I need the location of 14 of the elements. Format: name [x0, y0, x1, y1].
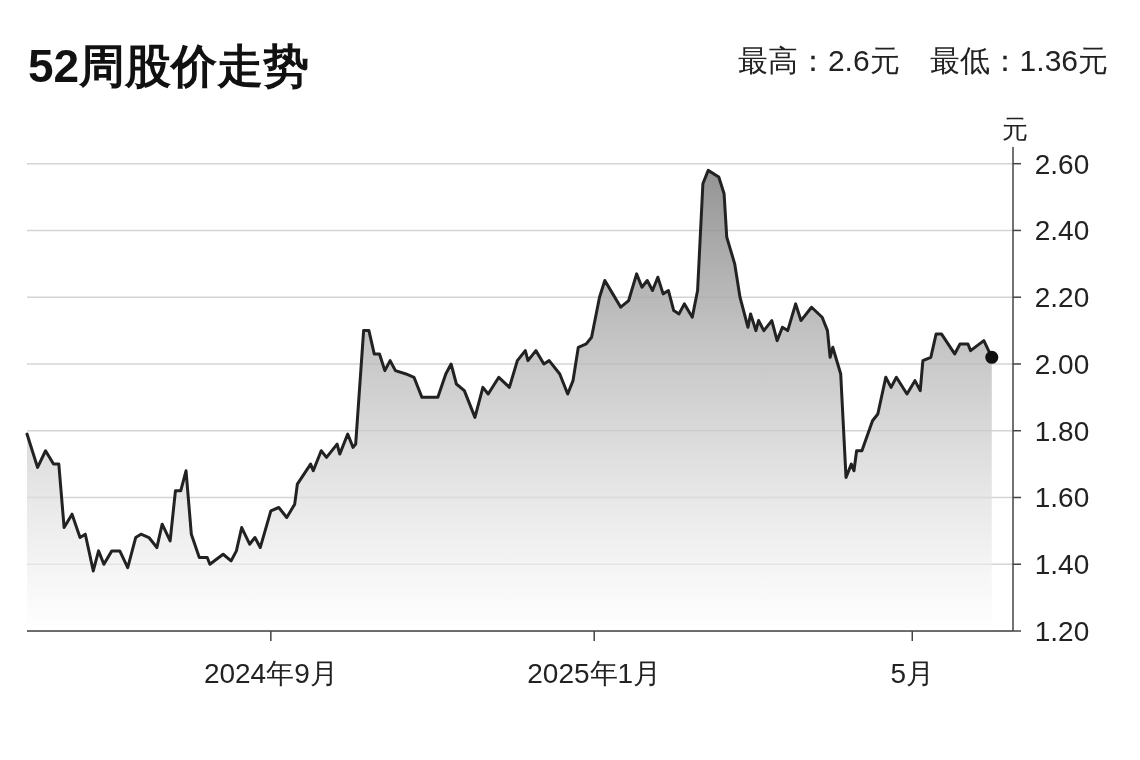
y-tick-label: 1.60: [1034, 482, 1090, 514]
y-tick-label: 2.60: [1034, 148, 1090, 180]
y-tick-label: 1.80: [1034, 415, 1090, 447]
y-tick-label: 2.20: [1034, 282, 1090, 314]
y-tick-label: 2.40: [1034, 215, 1090, 247]
y-tick-label: 2.00: [1034, 348, 1090, 380]
chart-title: 52周股价走势: [28, 40, 310, 92]
x-tick-label: 5月: [890, 658, 935, 689]
x-tick-label: 2024年9月: [203, 658, 338, 689]
chart-subtitle: 最高：2.6元 最低：1.36元: [737, 44, 1108, 77]
y-tick-label: 1.20: [1034, 616, 1090, 647]
y-axis-title: 元: [1002, 114, 1028, 144]
x-tick-label: 2025年1月: [527, 658, 662, 689]
y-tick-label: 1.40: [1034, 549, 1090, 581]
